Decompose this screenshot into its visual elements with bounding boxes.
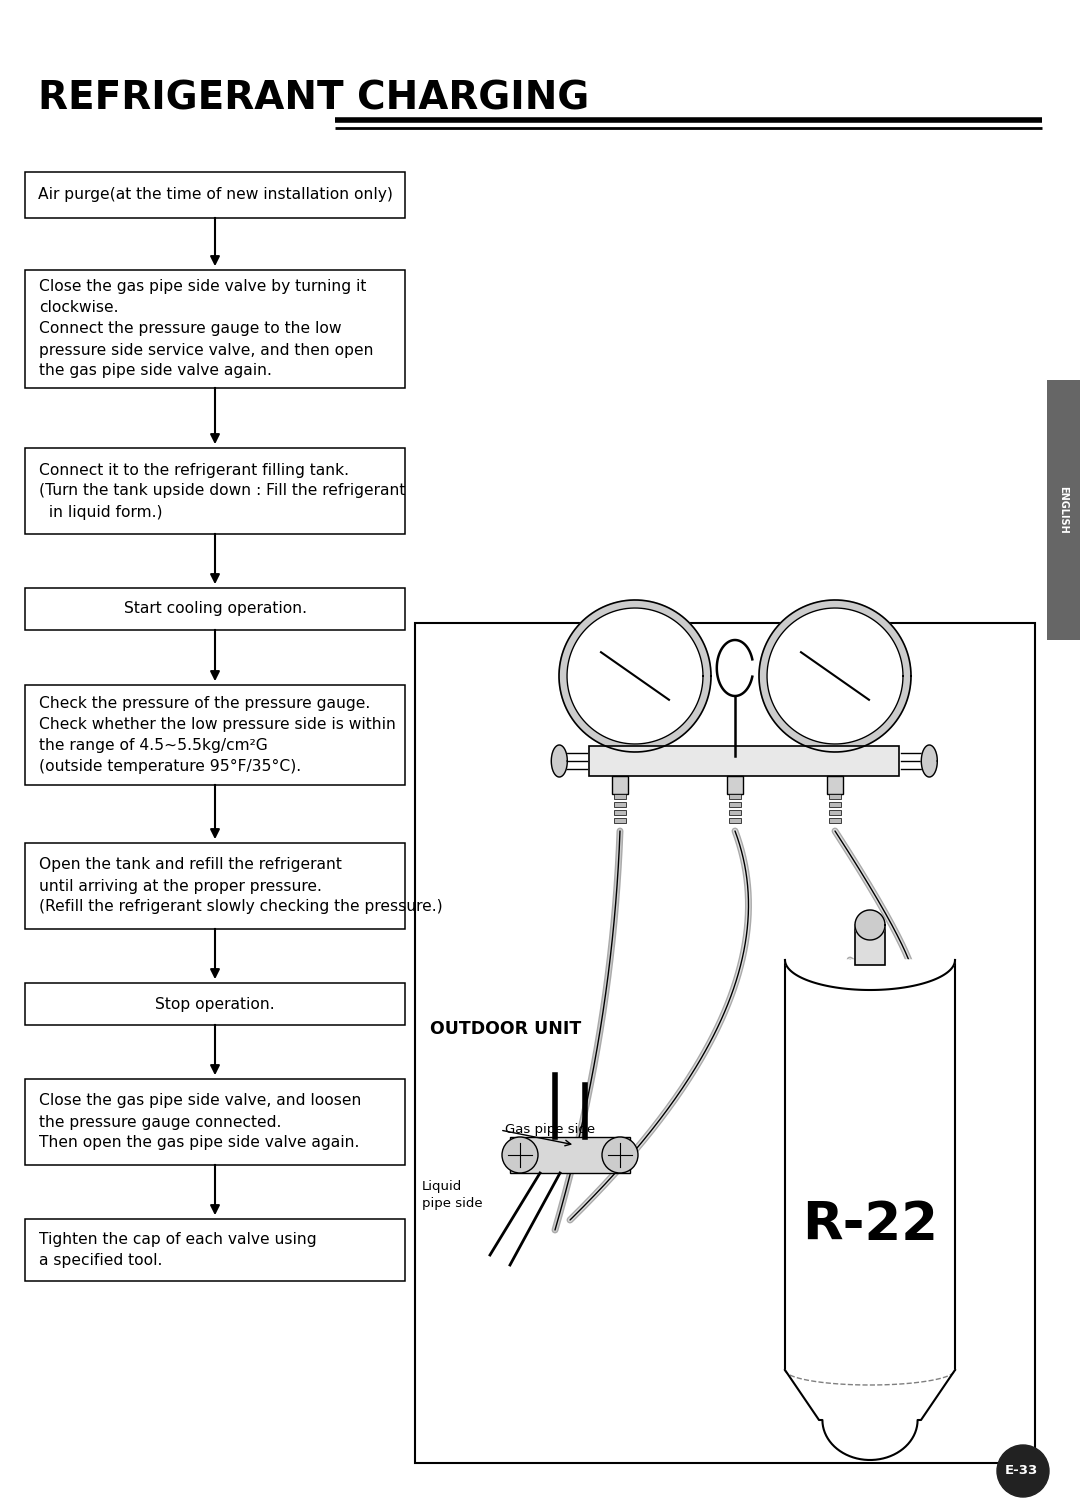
Bar	[1047, 381, 1080, 640]
Circle shape	[997, 1445, 1049, 1496]
Bar	[827, 776, 843, 794]
Text: Liquid
pipe side: Liquid pipe side	[422, 1179, 483, 1210]
Circle shape	[502, 1137, 538, 1173]
Polygon shape	[759, 599, 912, 752]
Bar	[729, 794, 741, 799]
Text: E-33: E-33	[1004, 1465, 1038, 1477]
Bar	[590, 746, 900, 776]
Bar	[829, 809, 841, 815]
Text: Stop operation.: Stop operation.	[156, 997, 274, 1012]
Bar	[829, 794, 841, 799]
Polygon shape	[551, 744, 567, 778]
Text: Open the tank and refill the refrigerant
until arriving at the proper pressure.
: Open the tank and refill the refrigerant…	[39, 858, 443, 915]
Text: REFRIGERANT CHARGING: REFRIGERANT CHARGING	[38, 80, 590, 118]
Text: Tighten the cap of each valve using
a specified tool.: Tighten the cap of each valve using a sp…	[39, 1232, 316, 1268]
Polygon shape	[921, 744, 937, 778]
Bar	[829, 802, 841, 806]
Text: Close the gas pipe side valve by turning it
clockwise.
Connect the pressure gaug: Close the gas pipe side valve by turning…	[39, 279, 374, 379]
Polygon shape	[785, 960, 955, 1370]
Bar	[25, 843, 405, 929]
Text: Close the gas pipe side valve, and loosen
the pressure gauge connected.
Then ope: Close the gas pipe side valve, and loose…	[39, 1093, 362, 1151]
Bar	[855, 926, 885, 965]
Bar	[25, 983, 405, 1025]
Polygon shape	[785, 1370, 955, 1460]
Text: OUTDOOR UNIT: OUTDOOR UNIT	[430, 1019, 581, 1037]
Bar	[615, 809, 626, 815]
Bar	[25, 172, 405, 217]
Bar	[729, 809, 741, 815]
Bar	[25, 1080, 405, 1166]
Bar	[612, 776, 627, 794]
Polygon shape	[559, 599, 711, 752]
Text: Gas pipe side: Gas pipe side	[505, 1123, 595, 1137]
Bar	[615, 794, 626, 799]
Polygon shape	[855, 911, 885, 941]
Text: Air purge(at the time of new installation only): Air purge(at the time of new installatio…	[38, 187, 392, 202]
Polygon shape	[785, 960, 955, 991]
Polygon shape	[567, 609, 703, 744]
Bar	[727, 776, 743, 794]
Text: R-22: R-22	[802, 1199, 939, 1250]
Bar	[510, 1137, 630, 1173]
Bar	[25, 448, 405, 535]
Bar	[729, 818, 741, 823]
Bar	[729, 802, 741, 806]
Bar	[25, 587, 405, 630]
Bar	[615, 802, 626, 806]
Text: Check the pressure of the pressure gauge.
Check whether the low pressure side is: Check the pressure of the pressure gauge…	[39, 696, 396, 775]
Bar	[25, 270, 405, 388]
Circle shape	[602, 1137, 638, 1173]
Bar	[25, 1219, 405, 1280]
Bar	[615, 818, 626, 823]
Text: ENGLISH: ENGLISH	[1058, 486, 1068, 535]
Bar	[829, 818, 841, 823]
Text: Connect it to the refrigerant filling tank.
(Turn the tank upside down : Fill th: Connect it to the refrigerant filling ta…	[39, 462, 405, 519]
Text: Start cooling operation.: Start cooling operation.	[123, 601, 307, 616]
Polygon shape	[767, 609, 903, 744]
Bar	[25, 686, 405, 785]
Bar	[415, 624, 1035, 1463]
